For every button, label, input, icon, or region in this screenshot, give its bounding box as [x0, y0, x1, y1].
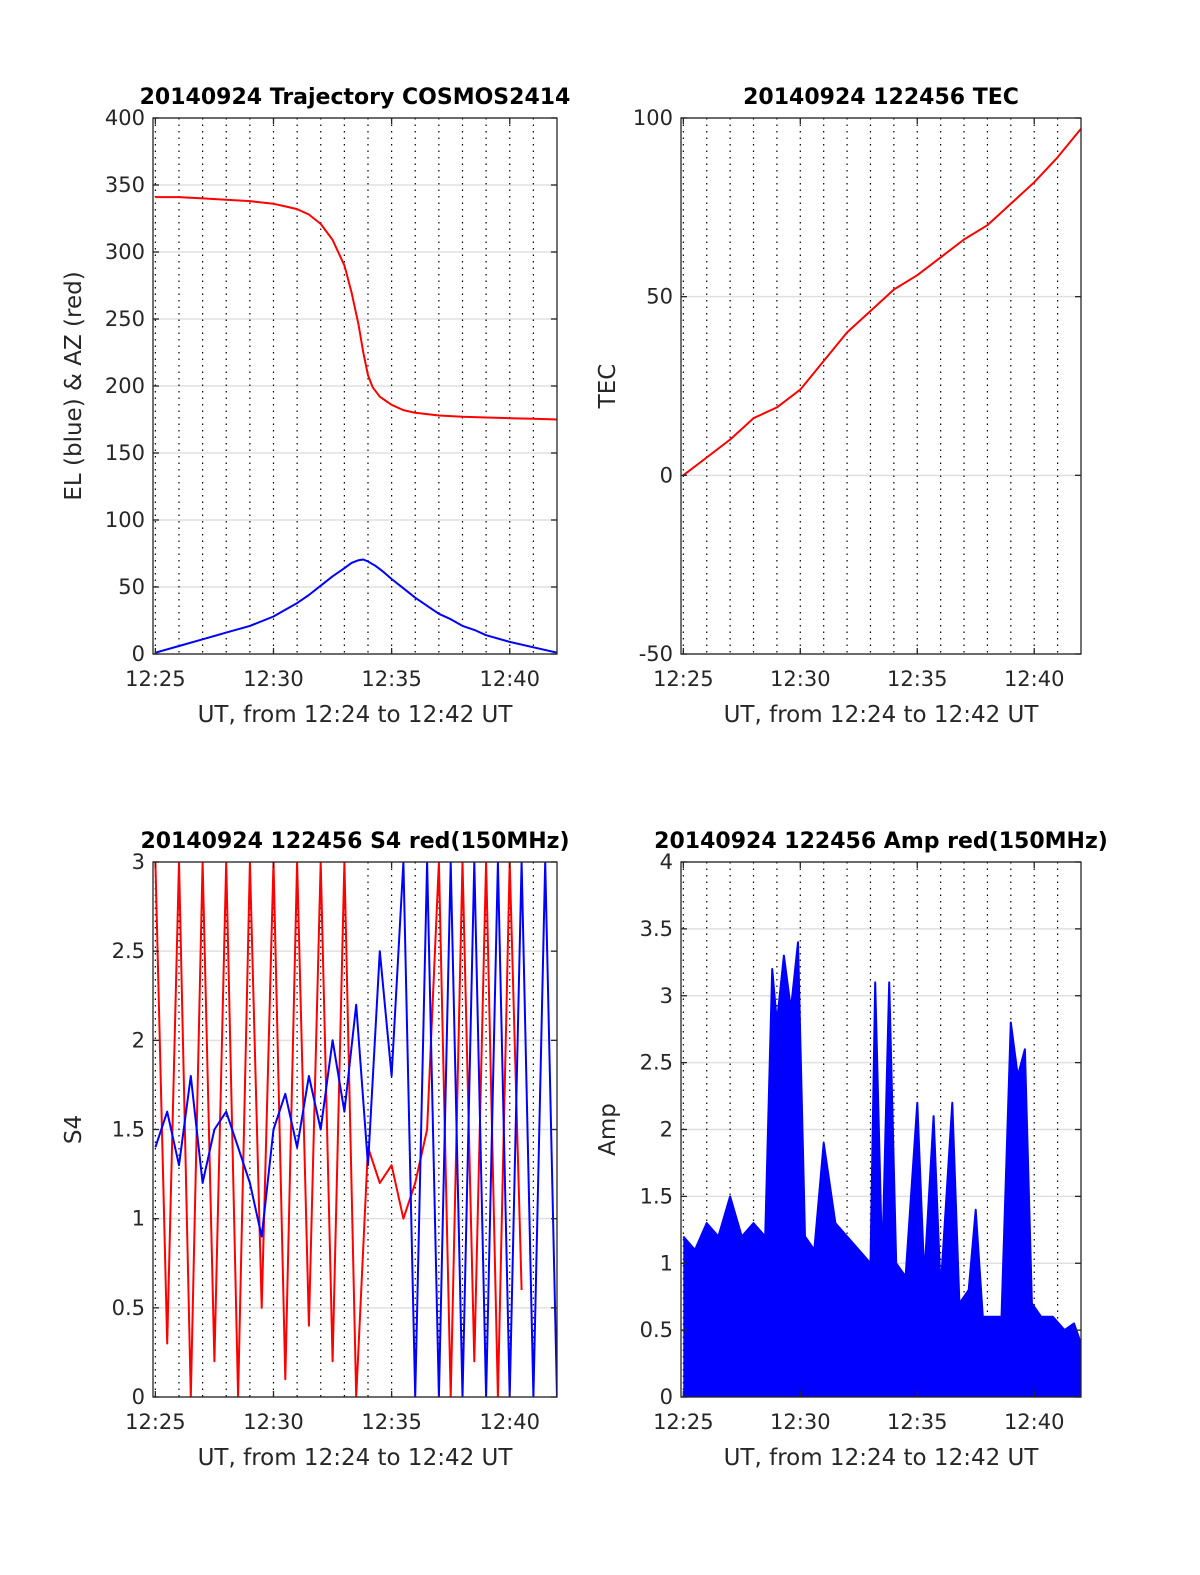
x-tick-label: 12:30: [770, 667, 831, 691]
x-tick-label: 12:35: [887, 1410, 948, 1434]
y-tick-label: 0: [660, 1385, 673, 1409]
chart-title: 20140924 Trajectory COSMOS2414: [140, 85, 571, 110]
y-axis-label: S4: [61, 1115, 87, 1144]
x-axis-label: UT, from 12:24 to 12:42 UT: [724, 1445, 1040, 1471]
y-axis-label: Amp: [595, 1103, 621, 1156]
chart-panel-2: -50 0 50 100 12:25 12:30 12:35 12:40 20140924 12…: [595, 85, 1082, 728]
series-1-line: [155, 196, 557, 421]
y-tick-label: 2.5: [640, 1051, 673, 1075]
series-1-line: [682, 941, 1081, 1344]
y-tick-label: 0: [660, 463, 673, 487]
y-tick-label: 250: [105, 307, 145, 331]
y-tick-label: 4: [660, 850, 673, 874]
y-tick-label: 100: [633, 106, 673, 130]
chart-panel-4: 0 0.5 1 1.5 2 2.5 3 3.5 4 12:25 12:30 12:35 12:40 201…: [595, 829, 1108, 1471]
x-tick-label: 12:30: [243, 667, 304, 691]
y-tick-label: 150: [105, 441, 145, 465]
x-axis-label: UT, from 12:24 to 12:42 UT: [724, 702, 1040, 728]
y-tick-label: 1: [660, 1251, 673, 1275]
y-tick-label: 350: [105, 173, 145, 197]
chart-title: 20140924 122456 Amp red(150MHz): [654, 829, 1108, 854]
y-tick-label: 3: [660, 984, 673, 1008]
x-tick-label: 12:25: [653, 1410, 714, 1434]
x-tick-label: 12:40: [479, 1410, 540, 1434]
y-tick-label: 0.5: [112, 1296, 145, 1320]
y-tick-label: 2: [660, 1118, 673, 1142]
x-tick-label: 12:25: [653, 667, 714, 691]
x-tick-label: 12:30: [770, 1410, 831, 1434]
x-tick-label: 12:35: [361, 667, 422, 691]
y-tick-label: 50: [118, 575, 145, 599]
chart-panel-3: 0 0.5 1 1.5 2 2.5 3 12:25 12:30 12:35 12:40 2014092…: [61, 829, 570, 1471]
x-axis-label: UT, from 12:24 to 12:42 UT: [198, 702, 514, 728]
series-2-line: [154, 862, 557, 1397]
y-tick-label: 1.5: [112, 1118, 145, 1142]
x-tick-label: 12:25: [125, 667, 186, 691]
x-tick-label: 12:30: [243, 1410, 304, 1434]
y-tick-label: 1.5: [640, 1184, 673, 1208]
chart-title: 20140924 122456 S4 red(150MHz): [140, 829, 569, 854]
y-tick-label: 0: [132, 1385, 145, 1409]
y-tick-label: 2: [132, 1028, 145, 1052]
y-tick-label: 2.5: [112, 939, 145, 963]
x-tick-label: 12:40: [479, 667, 540, 691]
y-axis-label: TEC: [595, 364, 621, 410]
axes-box: [680, 117, 1082, 655]
y-tick-label: 300: [105, 240, 145, 264]
series-1-area: [683, 942, 1081, 1397]
y-tick-label: 200: [105, 374, 145, 398]
series-1-line: [682, 128, 1081, 477]
series-1-line: [154, 862, 523, 1397]
chart-panel-1: 0 50 100 150 200 250 300 350 400 12:25 12:30 12:35 1…: [61, 85, 570, 728]
x-tick-label: 12:35: [361, 1410, 422, 1434]
y-tick-label: 50: [646, 285, 673, 309]
series-2-line: [155, 558, 557, 654]
y-tick-label: 0: [132, 642, 145, 666]
x-tick-label: 12:35: [887, 667, 948, 691]
x-axis-label: UT, from 12:24 to 12:42 UT: [198, 1445, 514, 1471]
chart-title: 20140924 122456 TEC: [743, 85, 1019, 110]
y-tick-label: -50: [639, 642, 673, 666]
y-axis-label: EL (blue) & AZ (red): [61, 271, 87, 500]
x-tick-label: 12:40: [1004, 1410, 1065, 1434]
y-tick-label: 400: [105, 106, 145, 130]
y-tick-label: 3: [132, 850, 145, 874]
y-tick-label: 3.5: [640, 917, 673, 941]
y-tick-label: 0.5: [640, 1318, 673, 1342]
x-tick-label: 12:25: [125, 1410, 186, 1434]
y-tick-label: 1: [132, 1207, 145, 1231]
x-tick-label: 12:40: [1004, 667, 1065, 691]
y-tick-label: 100: [105, 508, 145, 532]
